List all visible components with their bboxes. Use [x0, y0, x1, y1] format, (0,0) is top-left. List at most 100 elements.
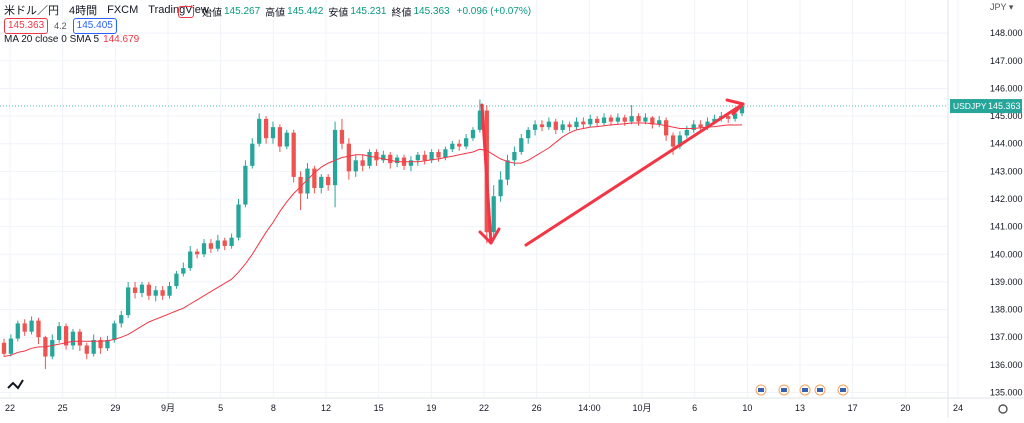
change-value: +0.096 (+0.07%) [456, 6, 532, 17]
interval-label[interactable]: 4時間 [69, 5, 98, 17]
bid-price[interactable]: 145.363 [4, 18, 49, 34]
currency-label: JPY [990, 2, 1007, 12]
y-tick-label: 138.000 [990, 305, 1023, 315]
flag-icon [840, 388, 846, 392]
candle-body [339, 129, 345, 144]
y-tick-label: 147.000 [990, 56, 1023, 66]
candle-body [443, 149, 448, 158]
close-value: 145.363 [413, 6, 450, 17]
tradingview-logo-icon [7, 379, 24, 390]
candle-body [167, 286, 172, 296]
candle-body [395, 157, 400, 164]
candle-body [539, 124, 545, 128]
candle-body [98, 339, 103, 349]
candle-body [677, 135, 683, 147]
candle-body [36, 320, 41, 338]
settings-gear-icon[interactable] [998, 404, 1008, 414]
uptrend-line [524, 102, 745, 247]
candle-body [77, 331, 83, 346]
candle-body [63, 326, 69, 346]
ma-legend[interactable]: MA 20 close 0 SMA 5 144.679 [4, 34, 139, 45]
visibility-icon[interactable] [178, 5, 194, 18]
open-label: 始値 [202, 8, 222, 19]
candle-body [250, 143, 255, 166]
ma-line [3, 122, 743, 357]
x-tick-label: 17 [848, 403, 858, 413]
candle-body [112, 323, 117, 340]
candle-body [519, 138, 524, 153]
flag-icon [817, 388, 823, 392]
candle-body [222, 240, 227, 246]
ma-value: 144.679 [103, 34, 140, 45]
candle-body [284, 132, 289, 147]
candle-body [236, 204, 241, 238]
candle-body [505, 160, 510, 180]
candle-body [91, 339, 96, 354]
candle-body [153, 290, 158, 296]
x-tick-label: 5 [218, 403, 223, 413]
x-tick-label: 6 [692, 403, 697, 413]
candle-body [512, 152, 517, 161]
x-tick-label: 22 [5, 403, 15, 413]
candle-body [305, 168, 310, 194]
logo-mark [7, 379, 24, 390]
y-tick-label: 146.000 [990, 83, 1023, 93]
candle-body [698, 124, 703, 128]
x-tick-label: 25 [58, 403, 68, 413]
candle-body [194, 251, 200, 255]
candle-body [739, 106, 745, 114]
flag-icon [781, 388, 787, 392]
flag-icon [802, 388, 808, 392]
candle-body [546, 121, 552, 128]
currency-selector[interactable]: JPY ▾ [990, 2, 1014, 12]
y-tick-label: 139.000 [990, 277, 1023, 287]
candle-body [705, 121, 710, 128]
candle-body [712, 118, 717, 122]
candle-body [422, 154, 427, 161]
y-tick-label: 141.000 [990, 222, 1023, 232]
candle-body [332, 129, 338, 186]
y-tick-label: 140.000 [990, 249, 1023, 259]
high-value: 145.442 [287, 6, 324, 17]
candle-body [415, 154, 420, 161]
candle-body [477, 110, 483, 130]
x-tick-label: 29 [110, 403, 120, 413]
symbol-name[interactable]: 米ドル／円 [4, 5, 59, 17]
x-tick-label: 19 [426, 403, 436, 413]
candle-body [650, 117, 655, 125]
candle-body [567, 124, 572, 128]
candle-body [160, 290, 165, 296]
candle-body [132, 287, 138, 293]
close-label: 終値 [391, 8, 412, 19]
broker-label: FXCM [107, 4, 139, 16]
candle-body [457, 143, 462, 147]
x-tick-label: 12 [321, 403, 331, 413]
candle-body [684, 129, 689, 136]
candle-body [298, 176, 303, 194]
candle-body [532, 124, 538, 130]
candle-body [126, 287, 131, 316]
candle-body [215, 240, 220, 249]
candle-body [526, 129, 531, 139]
ask-price[interactable]: 145.405 [72, 18, 117, 34]
x-tick-label: 9月 [161, 403, 175, 413]
candle-body [732, 113, 738, 119]
candle-body [670, 135, 676, 147]
price-tag-symbol: USDJPY [953, 101, 987, 111]
candle-body [629, 116, 634, 122]
open-value: 145.267 [224, 6, 261, 17]
y-tick-label: 145.000 [990, 111, 1023, 121]
candle-body [643, 117, 648, 122]
candle-body [119, 315, 124, 324]
candle-body [270, 127, 276, 139]
y-tick-label: 144.000 [990, 139, 1023, 149]
x-tick-label: 14:00 [578, 403, 601, 413]
x-tick-label: 10月 [632, 403, 651, 413]
y-tick-label: 143.000 [990, 166, 1023, 176]
candle-body [29, 320, 34, 332]
candle-body [615, 117, 620, 122]
candle-body [312, 168, 317, 188]
candle-body [388, 154, 393, 164]
